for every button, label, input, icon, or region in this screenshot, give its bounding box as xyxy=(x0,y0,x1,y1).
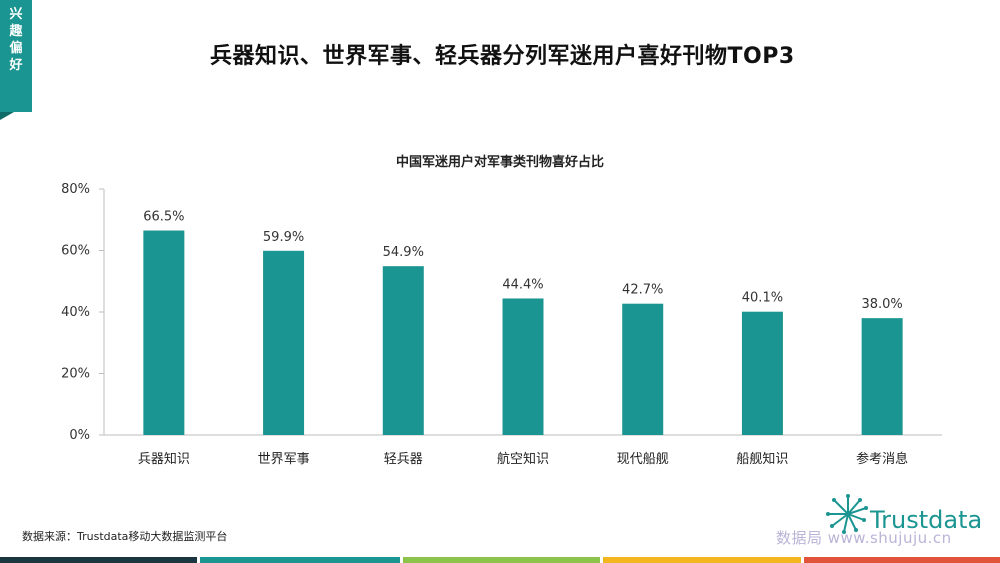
x-tick-label: 轻兵器 xyxy=(384,452,423,467)
bar xyxy=(502,298,544,435)
brand-name: Trustdata xyxy=(870,506,983,534)
x-tick-label: 船舰知识 xyxy=(736,451,788,467)
page-title: 兵器知识、世界军事、轻兵器分列军迷用户喜好刊物TOP3 xyxy=(210,44,795,69)
bar xyxy=(741,311,783,435)
watermark-text: 数据局 www.shujuju.cn xyxy=(776,529,952,547)
source-note: 数据来源：Trustdata移动大数据监测平台 xyxy=(22,530,228,543)
section-tab-text: 兴趣偏好 xyxy=(9,7,23,73)
x-tick-label: 兵器知识 xyxy=(138,451,190,467)
y-tick-label: 0% xyxy=(69,428,90,443)
section-tab: 兴趣偏好 xyxy=(0,0,32,112)
data-label: 54.9% xyxy=(383,245,424,260)
bar xyxy=(143,230,185,435)
bottom-color-bar xyxy=(0,557,1000,563)
y-tick-label: 80% xyxy=(61,182,90,197)
brand-logo: Trustdata xyxy=(822,490,992,546)
bottom-bar-segment xyxy=(402,557,601,563)
x-tick-label: 航空知识 xyxy=(497,451,549,467)
bottom-bar-segment xyxy=(200,557,400,563)
data-label: 38.0% xyxy=(861,297,902,312)
x-tick-label: 世界军事 xyxy=(258,452,310,467)
bottom-bar-segment xyxy=(803,557,1000,563)
x-tick-label: 现代船舰 xyxy=(617,452,669,467)
y-tick-label: 20% xyxy=(61,367,90,382)
chart-title: 中国军迷用户对军事类刊物喜好占比 xyxy=(395,155,604,170)
bar xyxy=(263,250,305,435)
bottom-bar-segment xyxy=(0,557,198,563)
y-tick-label: 60% xyxy=(61,244,90,259)
data-label: 66.5% xyxy=(143,210,184,225)
bar xyxy=(861,318,903,435)
data-label: 42.7% xyxy=(622,283,663,298)
data-label: 44.4% xyxy=(502,277,543,292)
x-tick-label: 参考消息 xyxy=(856,451,908,467)
y-tick-label: 40% xyxy=(61,305,90,320)
data-label: 59.9% xyxy=(263,230,304,245)
data-label: 40.1% xyxy=(742,291,783,306)
trustdata-logo-icon xyxy=(826,494,868,534)
section-tab-fold xyxy=(0,112,14,120)
bar xyxy=(382,266,424,435)
bottom-bar-segment xyxy=(603,557,801,563)
section-tab-label: 兴趣偏好 xyxy=(0,6,32,74)
bar xyxy=(622,303,664,435)
